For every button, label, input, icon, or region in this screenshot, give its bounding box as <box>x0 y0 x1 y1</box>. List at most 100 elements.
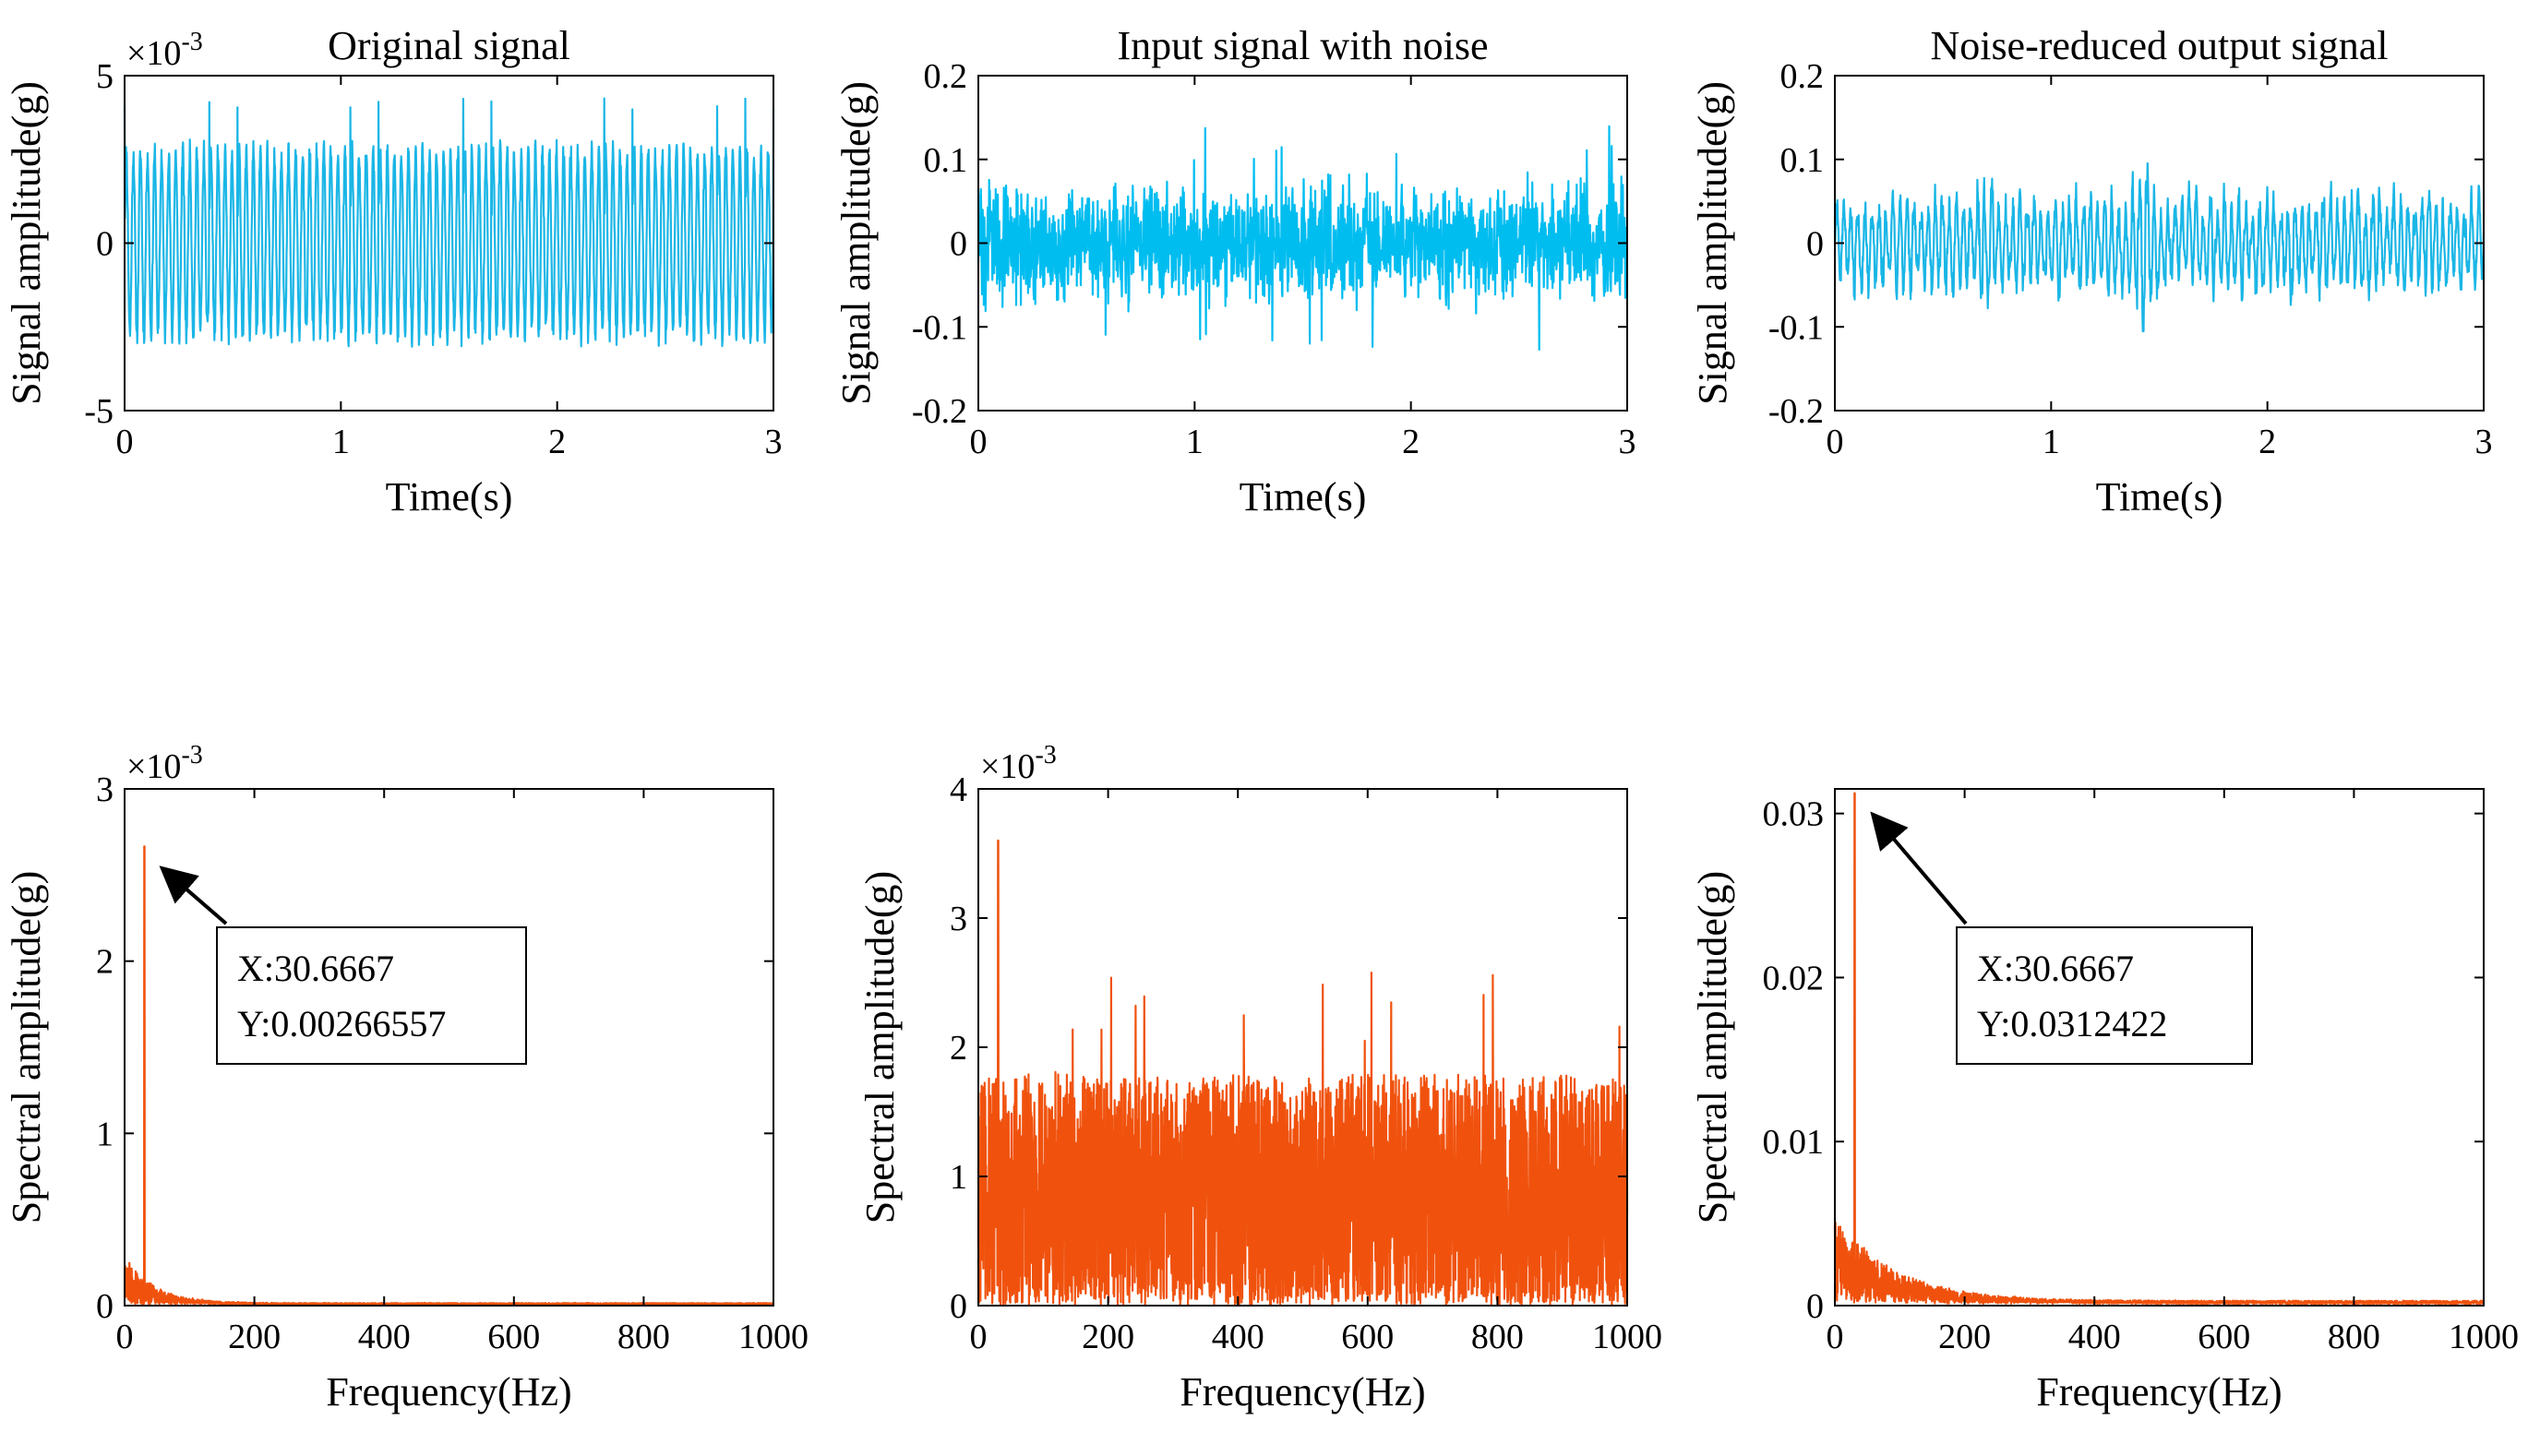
y-tick-label: 4 <box>950 770 967 809</box>
y-tick-label: 0.02 <box>1763 959 1825 997</box>
x-tick-label: 200 <box>1938 1318 1991 1356</box>
x-tick-label: 1000 <box>1592 1318 1662 1356</box>
x-tick-label: 1000 <box>2449 1318 2519 1356</box>
x-axis-label: Time(s) <box>1240 474 1367 519</box>
subplot-4: 0 200 400 600 800 1000 0 1 2 3 ×10-3 Frequency(Hz) S… <box>4 741 809 1414</box>
subplot-2: 0 1 2 3 -0.2 -0.1 0 0.1 0.2 Input signal with noi… <box>833 23 1636 519</box>
x-tick-label: 0 <box>116 423 134 461</box>
x-tick-label: 2 <box>2258 423 2276 461</box>
x-tick-label: 400 <box>2068 1318 2121 1356</box>
axis-exponent-label: ×10-3 <box>126 741 203 786</box>
y-axis-label: Spectral amplitude(g) <box>4 871 49 1223</box>
x-axis-label: Frequency(Hz) <box>2036 1369 2282 1414</box>
y-tick-label: -0.2 <box>1768 392 1824 431</box>
y-tick-label: 0 <box>96 225 114 264</box>
y-tick-label: 3 <box>96 770 114 809</box>
subplot-1: 0 1 2 3-505×10-3 Original signalTime(s)Signa… <box>4 23 783 519</box>
x-tick-label: 200 <box>228 1318 281 1356</box>
annotation-y-value: Y:0.0312422 <box>1977 1003 2167 1044</box>
y-axis-label: Spectral amplitude(g) <box>1690 871 1735 1223</box>
x-tick-label: 1 <box>2043 423 2060 461</box>
y-tick-label: 2 <box>96 943 114 982</box>
axis-exponent-power: -3 <box>1035 741 1056 770</box>
annotation-arrow <box>1870 811 1968 925</box>
series-line <box>976 125 1629 352</box>
x-tick-label: 200 <box>1082 1318 1134 1356</box>
axis-exponent-label: ×10-3 <box>126 28 203 73</box>
x-tick-label: 0 <box>1827 1318 1844 1356</box>
y-tick-label: -0.1 <box>912 308 967 347</box>
subplot-3: 0 1 2 3 -0.2 -0.1 0 0.1 0.2 Noise-reduced output … <box>1690 23 2493 519</box>
subplot-6: 0 200 400 600 800 1000 0 0.01 0.02 0.03 Frequency(… <box>1690 788 2519 1414</box>
series-line <box>123 845 775 1307</box>
y-tick-label: 5 <box>96 57 114 96</box>
y-tick-label: 0 <box>1806 1287 1824 1326</box>
x-tick-label: 1 <box>332 423 350 461</box>
y-tick-label: 0 <box>950 225 967 264</box>
x-axis-label: Time(s) <box>386 474 513 519</box>
series-line <box>123 97 775 348</box>
y-tick-label: 0.1 <box>1780 141 1825 180</box>
annotation-x-value: X:30.6667 <box>237 948 394 989</box>
x-tick-label: 3 <box>1619 423 1636 461</box>
x-tick-label: 2 <box>548 423 566 461</box>
y-tick-label: -0.1 <box>1768 308 1824 347</box>
annotation-box <box>1956 926 2253 1065</box>
series-line <box>1833 792 2486 1306</box>
annotation-arrow <box>159 865 228 925</box>
axes-box <box>124 788 774 1307</box>
y-axis-label: Signal amplitude(g) <box>4 81 49 405</box>
y-tick-label: 0 <box>1806 225 1824 264</box>
annotation-y-value: Y:0.00266557 <box>237 1003 446 1044</box>
x-tick-label: 3 <box>765 423 783 461</box>
x-tick-label: 800 <box>617 1318 670 1356</box>
y-tick-label: 0 <box>950 1287 967 1326</box>
x-tick-label: 3 <box>2475 423 2493 461</box>
axis-exponent-power: -3 <box>181 741 202 770</box>
x-tick-label: 600 <box>2198 1318 2250 1356</box>
y-tick-label: 0.2 <box>924 57 968 96</box>
y-tick-label: 1 <box>950 1158 967 1197</box>
annotation-box <box>216 926 527 1065</box>
y-tick-label: 0.03 <box>1763 795 1825 834</box>
axes-box <box>1834 788 2485 1307</box>
chart-title: Input signal with noise <box>1117 23 1488 68</box>
y-tick-label: 2 <box>950 1029 967 1068</box>
y-tick-label: -5 <box>84 392 114 431</box>
x-tick-label: 0 <box>1827 423 1844 461</box>
x-tick-label: 2 <box>1402 423 1420 461</box>
x-tick-label: 800 <box>1471 1318 1524 1356</box>
x-tick-label: 1 <box>1186 423 1204 461</box>
x-tick-label: 0 <box>970 1318 988 1356</box>
y-tick-label: 0.01 <box>1763 1123 1825 1162</box>
x-tick-label: 400 <box>1212 1318 1264 1356</box>
x-tick-label: 0 <box>970 423 988 461</box>
y-tick-label: 0.2 <box>1780 57 1825 96</box>
annotation-x-value: X:30.6667 <box>1977 948 2134 989</box>
chart-title: Noise-reduced output signal <box>1930 23 2388 68</box>
y-axis-label: Signal amplitude(g) <box>1690 81 1735 405</box>
y-tick-label: 1 <box>96 1115 114 1153</box>
series-line <box>976 839 1629 1307</box>
x-tick-label: 600 <box>1341 1318 1394 1356</box>
chart-title: Original signal <box>328 23 570 68</box>
x-tick-label: 800 <box>2328 1318 2380 1356</box>
x-tick-label: 1000 <box>738 1318 809 1356</box>
subplot-5: 0 200 400 600 800 1000 0 1 2 3 4 ×10-3 Frequency(Hz)… <box>857 741 1662 1414</box>
x-tick-label: 0 <box>116 1318 134 1356</box>
y-tick-label: 3 <box>950 900 967 938</box>
x-tick-label: 400 <box>358 1318 411 1356</box>
y-axis-label: Signal amplitude(g) <box>833 81 879 405</box>
series-line <box>1833 161 2486 333</box>
y-axis-label: Spectral amplitude(g) <box>857 871 903 1223</box>
x-axis-label: Frequency(Hz) <box>1180 1369 1425 1414</box>
y-tick-label: 0.1 <box>924 141 968 180</box>
axis-exponent-label: ×10-3 <box>980 741 1057 786</box>
x-tick-label: 600 <box>487 1318 540 1356</box>
x-axis-label: Frequency(Hz) <box>326 1369 571 1414</box>
y-tick-label: -0.2 <box>912 392 967 431</box>
y-tick-label: 0 <box>96 1287 114 1326</box>
x-axis-label: Time(s) <box>2096 474 2223 519</box>
axis-exponent-power: -3 <box>181 28 202 56</box>
